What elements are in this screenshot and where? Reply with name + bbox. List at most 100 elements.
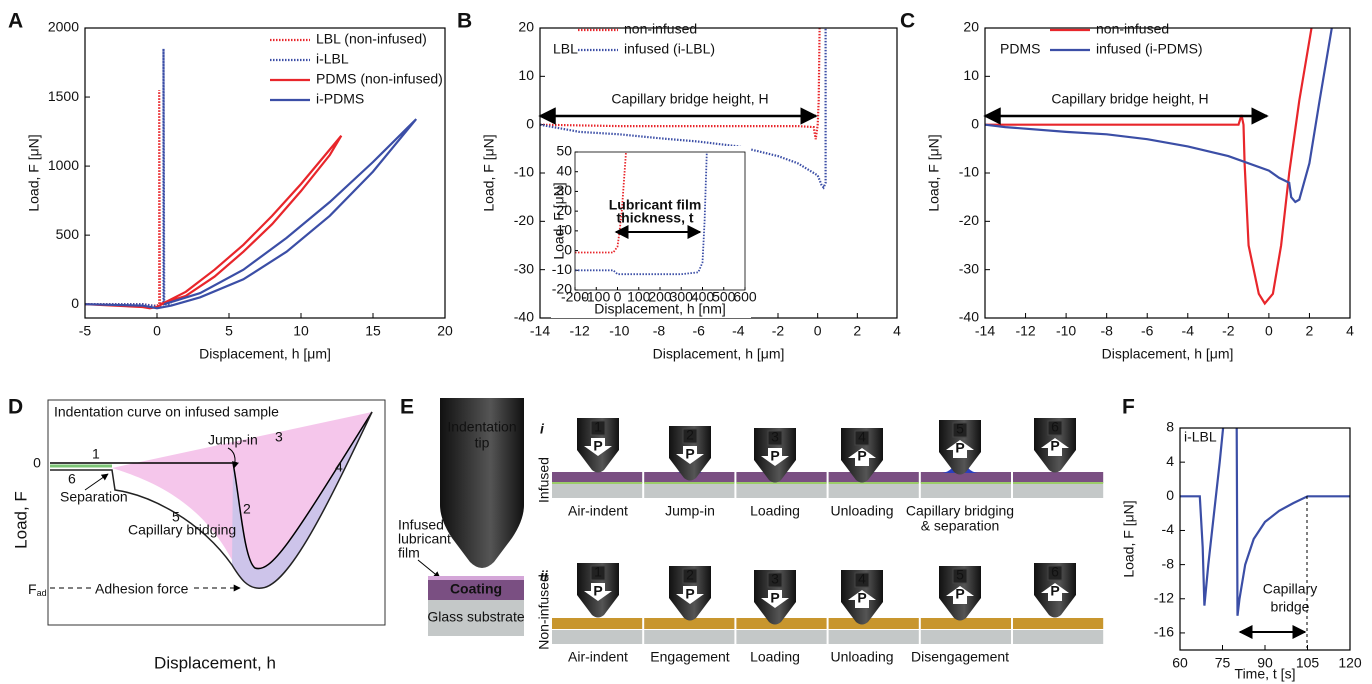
film: [552, 472, 643, 483]
step-label: Unloading: [830, 503, 893, 519]
tip-label: tip: [475, 435, 490, 451]
title: Indentation curve on infused sample: [54, 404, 279, 420]
y-tick-label: -20: [514, 212, 534, 228]
y-tick-label: 0: [71, 295, 79, 311]
y-tick-label: -20: [552, 281, 572, 297]
y-tick-label: -12: [1154, 589, 1174, 605]
substrate: [644, 630, 735, 644]
step-label: Jump-in: [665, 503, 715, 519]
row-label: Infused: [536, 457, 552, 503]
x-tick-label: -8: [653, 323, 666, 339]
force-symbol: P: [770, 590, 779, 606]
substrate: [736, 630, 827, 644]
panel-e: Indentation tip Infused lubricant film C…: [398, 398, 525, 636]
substrate: [552, 630, 643, 644]
film-edge: [920, 482, 1011, 484]
step-number: 5: [172, 509, 180, 525]
x-tick-label: -2: [1222, 323, 1235, 339]
x-label: Displacement, h [μm]: [1102, 346, 1234, 362]
x-tick-label: 120: [1338, 655, 1362, 671]
step-number: 1: [594, 419, 602, 435]
y-tick-label: -40: [959, 309, 979, 325]
x-tick-label: -14: [530, 323, 550, 339]
x-tick-label: -4: [1182, 323, 1195, 339]
substrate: [828, 484, 919, 498]
step-number: 5: [956, 567, 964, 583]
substrate: [1013, 630, 1104, 644]
film: [828, 472, 919, 483]
force-symbol: P: [955, 440, 964, 456]
x-tick-label: -200: [561, 289, 589, 305]
chart: -14 -12 -10 -8 -6 -4 -2 0 2 4-40-30-20-1001020Dis…: [481, 19, 901, 362]
step-box: [767, 572, 783, 588]
series-line: [1180, 427, 1350, 616]
legend-label: i-PDMS: [316, 91, 364, 107]
film: [736, 618, 827, 629]
y-tick-label: 10: [556, 222, 572, 238]
y-label: Load, F [μN]: [551, 182, 567, 259]
substrate: [736, 484, 827, 498]
step-number: 4: [858, 571, 866, 587]
y-tick-label: 40: [556, 162, 572, 178]
zero-label: 0: [33, 455, 41, 471]
film: [552, 618, 643, 629]
substrate: [428, 600, 524, 636]
force-arrow: [761, 590, 789, 608]
series-line: [575, 151, 627, 254]
force-arrow: [676, 446, 704, 464]
panel-letter: D: [8, 396, 23, 419]
y-tick-label: -8: [1162, 555, 1175, 571]
step-box: [952, 422, 968, 438]
force-arrow: [848, 448, 876, 466]
force-arrow: [848, 590, 876, 608]
arrow: [84, 473, 109, 491]
plot-area: [575, 151, 708, 276]
force-symbol: P: [955, 586, 964, 602]
annotation: LBL: [553, 41, 578, 57]
x-tick-label: 100: [627, 289, 651, 305]
annotation: Capillary bridge height, H: [1051, 91, 1208, 107]
band: [112, 412, 372, 589]
plot-area: [985, 27, 1333, 306]
series-line: [85, 134, 343, 310]
substrate: [552, 484, 643, 498]
y-tick-label: 0: [971, 115, 979, 131]
step-label: & separation: [921, 518, 1000, 534]
y-tick-label: -10: [959, 164, 979, 180]
y-tick-label: 50: [556, 143, 572, 159]
step-number: 3: [771, 429, 779, 445]
y-label: Load, F [μN]: [926, 134, 942, 211]
step-number: 2: [686, 427, 694, 443]
step-box: [682, 428, 698, 444]
step-box: [682, 568, 698, 584]
substrate-label: Glass substrate: [427, 609, 524, 625]
x-tick-label: -10: [1056, 323, 1076, 339]
step-box: [952, 568, 968, 584]
force-symbol: P: [593, 583, 602, 599]
x-tick-label: -100: [582, 289, 610, 305]
step-box: [767, 430, 783, 446]
legend-label: LBL (non-infused): [316, 31, 427, 47]
step-box: [854, 572, 870, 588]
y-tick-label: -20: [959, 212, 979, 228]
legend-label: non-infused: [1096, 21, 1169, 37]
step-label: Air-indent: [568, 503, 628, 519]
plot-area: [540, 27, 827, 190]
y-tick-label: 1000: [48, 157, 79, 173]
step-number: 1: [92, 446, 100, 462]
x-tick-label: -6: [692, 323, 705, 339]
force-symbol: P: [857, 448, 866, 464]
y-label: Load, F [μN]: [26, 134, 42, 211]
coating-label: Coating: [450, 581, 502, 597]
x-tick-label: 400: [691, 289, 715, 305]
step-number: 6: [1051, 564, 1059, 580]
y-label: Load, F [μN]: [1121, 500, 1137, 577]
series-line: [85, 90, 165, 307]
y-tick-label: -30: [514, 260, 534, 276]
fad-label: Fad: [28, 581, 47, 599]
y-tick-label: -16: [1154, 624, 1174, 640]
x-tick-label: 75: [1215, 655, 1231, 671]
force-arrow: [761, 448, 789, 466]
x-tick-label: 4: [1346, 323, 1354, 339]
